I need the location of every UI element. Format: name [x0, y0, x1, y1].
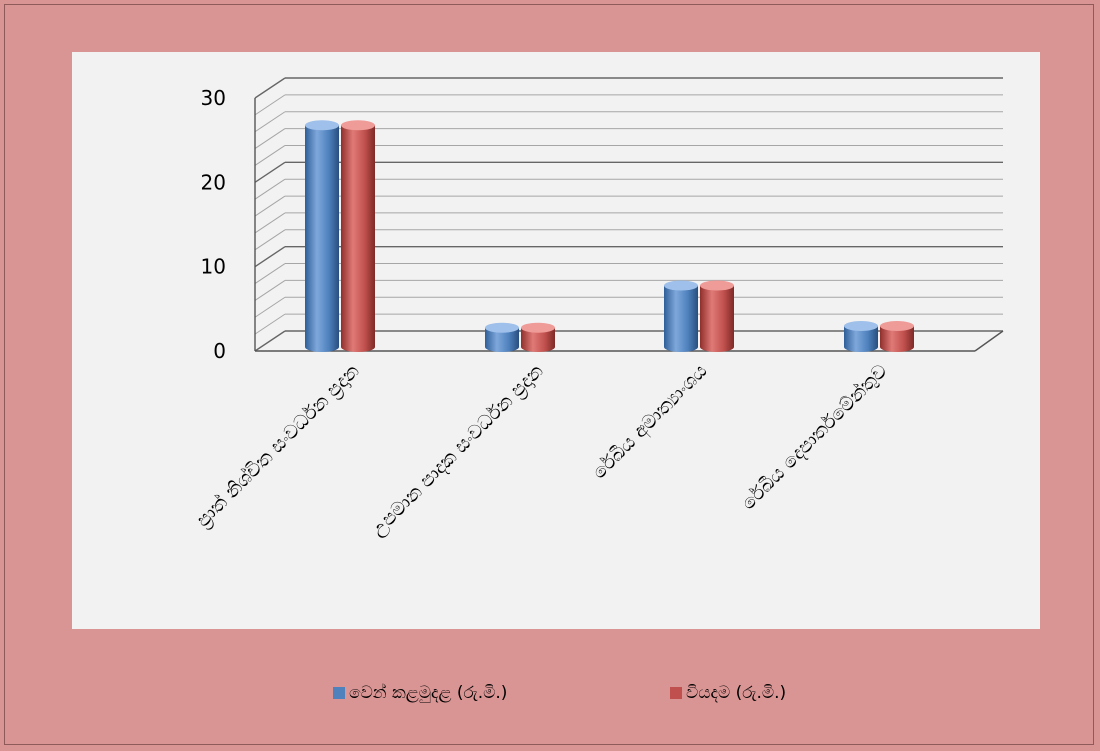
gridline-side	[254, 263, 286, 284]
gridline-side	[254, 212, 286, 234]
bar-body	[305, 125, 339, 352]
x-tick-label: රේඛීය දෙපාර්තමේන්තුව	[737, 360, 891, 514]
bar-body	[844, 326, 878, 352]
bar-top	[700, 280, 734, 291]
gridline-side	[254, 161, 286, 183]
bar-body	[664, 285, 698, 352]
x-tick-labels: ප්‍රාත් නිශ්චිත සංවර්ධන ප්‍රදාන උපමාන පාද…	[192, 360, 892, 541]
y-tick-label: 0	[213, 339, 226, 363]
gridline-side	[254, 111, 286, 133]
y-tick-label: 30	[201, 86, 226, 110]
bar-body	[521, 327, 555, 352]
bar-top	[485, 322, 519, 333]
bar-expenditure	[700, 280, 734, 352]
bar-top	[521, 322, 555, 333]
bar-body	[880, 326, 914, 352]
legend-item-expenditure: වියදම (රු.මි.)	[670, 683, 786, 703]
bar-top	[664, 280, 698, 291]
legend: වෙන් කළමුදළ (රු.මි.) වියදම (රු.මි.)	[0, 683, 1100, 713]
bar-allocation	[664, 280, 698, 352]
legend-item-allocation: වෙන් කළමුදළ (රු.මි.)	[333, 683, 507, 703]
gridline-side	[254, 145, 286, 166]
bar-allocation	[844, 321, 878, 352]
gridline-side	[254, 296, 286, 318]
bar-top	[880, 321, 914, 332]
bar-body	[485, 327, 519, 352]
chart-frame	[4, 4, 1094, 745]
y-tick-label: 20	[201, 170, 226, 194]
gridline-side	[254, 279, 286, 301]
bar-expenditure	[521, 322, 555, 352]
plot-area	[72, 52, 1040, 629]
gridline-side	[254, 195, 286, 217]
bar-expenditure	[341, 120, 375, 352]
bar-allocation	[305, 120, 339, 352]
legend-swatch-red	[670, 687, 682, 699]
bars	[305, 120, 914, 352]
gridline-side	[254, 229, 286, 251]
x-tick-label: ප්‍රාත් නිශ්චිත සංවර්ධන ප්‍රදාන	[192, 360, 364, 532]
bar-expenditure	[880, 321, 914, 352]
gridline-side	[254, 77, 286, 99]
gridline-side	[254, 246, 286, 268]
x-tick-label: උපමාන පාදක සංවර්ධන ප්‍රදාන	[367, 360, 548, 541]
gridlines	[254, 77, 1003, 352]
bar-body	[700, 285, 734, 352]
floor-right-edge	[974, 330, 1004, 352]
y-tick-labels: 0 10 20 30	[201, 86, 226, 363]
bar-allocation	[485, 322, 519, 352]
gridline-side	[254, 128, 286, 150]
bar-top	[305, 120, 339, 131]
bar-top	[341, 120, 375, 131]
bar-body	[341, 125, 375, 352]
gridline-side	[254, 94, 286, 116]
gridline-side	[254, 330, 286, 352]
y-tick-label: 10	[201, 255, 226, 279]
gridline-side	[254, 178, 286, 200]
legend-label-expenditure: වියදම (රු.මි.)	[686, 683, 787, 703]
x-tick-label: රේඛීය අමාත්‍යාංශය	[588, 360, 712, 484]
bar-top	[844, 321, 878, 332]
gridline-side	[254, 313, 286, 335]
legend-swatch-blue	[333, 687, 345, 699]
legend-label-allocation: වෙන් කළමුදළ (රු.මි.)	[349, 683, 508, 703]
